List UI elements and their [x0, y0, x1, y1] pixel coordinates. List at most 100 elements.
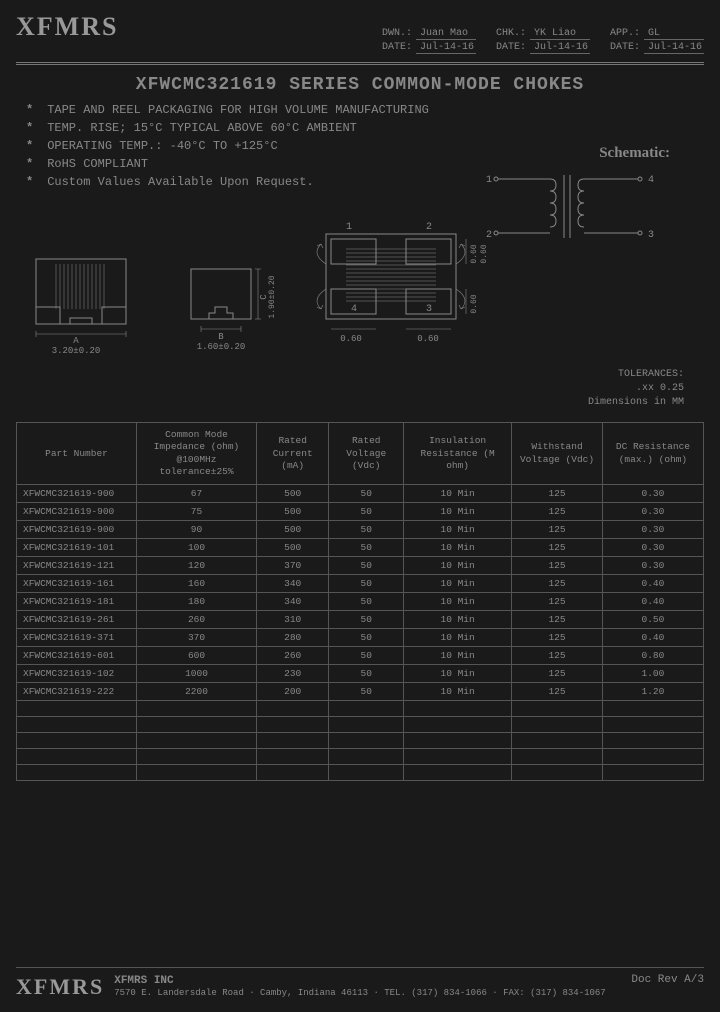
pad-w-1: 0.60: [340, 334, 362, 344]
table-cell: 0.30: [602, 485, 703, 503]
table-cell: 500: [257, 503, 329, 521]
bullet-star: *: [26, 157, 33, 171]
pad-h-1: 0.60: [470, 244, 479, 263]
table-cell: [512, 701, 603, 717]
table-cell: 10 Min: [404, 629, 512, 647]
th-current: Rated Current (mA): [257, 423, 329, 485]
table-cell: 50: [329, 503, 404, 521]
table-cell: [17, 765, 137, 781]
table-cell: [404, 717, 512, 733]
footer-addr: 7570 E. Landersdale Road · Camby, Indian…: [114, 988, 605, 1000]
table-row: XFWCMC321619-1211203705010 Min1250.30: [17, 557, 704, 575]
schematic-label: Schematic:: [599, 145, 670, 162]
table-cell: 370: [137, 629, 257, 647]
table-cell: 10 Min: [404, 575, 512, 593]
table-row: XFWCMC321619-6016002605010 Min1250.80: [17, 647, 704, 665]
date-label-2: DATE:: [496, 42, 526, 54]
table-cell: 340: [257, 593, 329, 611]
table-cell: 0.30: [602, 503, 703, 521]
header-fields: DWN.:Juan Mao DATE:Jul-14-16 CHK.:YK Lia…: [382, 28, 704, 56]
table-cell: [137, 765, 257, 781]
table-cell: [17, 701, 137, 717]
table-cell: [137, 749, 257, 765]
table-row-empty: [17, 765, 704, 781]
table-row: XFWCMC321619-10210002305010 Min1251.00: [17, 665, 704, 683]
bullet-star: *: [26, 139, 33, 153]
doc-rev: Doc Rev A/3: [631, 974, 704, 986]
table-cell: 10 Min: [404, 485, 512, 503]
pad-w-2: 0.60: [417, 334, 439, 344]
table-cell: 120: [137, 557, 257, 575]
th-dcr: DC Resistance (max.) (ohm): [602, 423, 703, 485]
table-cell: 125: [512, 539, 603, 557]
dwn-label: DWN.:: [382, 28, 412, 40]
header-row: XFMRS DWN.:Juan Mao DATE:Jul-14-16 CHK.:…: [16, 12, 704, 56]
bullet-text: RoHS COMPLIANT: [47, 157, 148, 171]
table-cell: 340: [257, 575, 329, 593]
table-cell: 0.40: [602, 593, 703, 611]
table-cell: 500: [257, 539, 329, 557]
app-label: APP.:: [610, 28, 640, 40]
table-cell: [329, 717, 404, 733]
table-cell: [257, 701, 329, 717]
table-cell: [512, 765, 603, 781]
table-row: XFWCMC321619-900905005010 Min1250.30: [17, 521, 704, 539]
table-cell: [137, 717, 257, 733]
table-row: XFWCMC321619-22222002005010 Min1251.20: [17, 683, 704, 701]
table-cell: [404, 701, 512, 717]
footer-logo: XFMRS: [16, 974, 104, 1000]
table-cell: 10 Min: [404, 557, 512, 575]
doc-title: XFWCMC321619 SERIES COMMON-MODE CHOKES: [16, 75, 704, 95]
bullet-text: Custom Values Available Upon Request.: [47, 175, 313, 189]
pin-1: 1: [486, 175, 492, 186]
table-cell: 10 Min: [404, 503, 512, 521]
table-cell: [329, 765, 404, 781]
table-cell: 50: [329, 593, 404, 611]
table-cell: 260: [257, 647, 329, 665]
th-impedance: Common Mode Impedance (ohm) @100MHz tole…: [137, 423, 257, 485]
table-cell: XFWCMC321619-161: [17, 575, 137, 593]
table-cell: 125: [512, 557, 603, 575]
app-val: GL: [644, 28, 704, 40]
footer: XFMRS XFMRS INC 7570 E. Landersdale Road…: [16, 967, 704, 1000]
table-cell: [602, 749, 703, 765]
dim-b-val: 1.60±0.20: [197, 342, 246, 352]
table-cell: 0.30: [602, 521, 703, 539]
table-cell: XFWCMC321619-900: [17, 485, 137, 503]
table-cell: XFWCMC321619-261: [17, 611, 137, 629]
table-cell: 0.40: [602, 575, 703, 593]
table-cell: 125: [512, 485, 603, 503]
table-cell: 1.20: [602, 683, 703, 701]
table-cell: [257, 765, 329, 781]
schematic-diagram: 1 2 4 3: [480, 170, 680, 260]
table-cell: [17, 717, 137, 733]
date-val-1: Jul-14-16: [416, 42, 476, 54]
table-cell: [512, 733, 603, 749]
table-cell: [257, 717, 329, 733]
table-cell: XFWCMC321619-101: [17, 539, 137, 557]
table-cell: [329, 701, 404, 717]
spec-table: Part Number Common Mode Impedance (ohm) …: [16, 422, 704, 781]
table-cell: [602, 717, 703, 733]
table-cell: [137, 733, 257, 749]
tol-line2: Dimensions in MM: [16, 396, 684, 410]
table-cell: 125: [512, 665, 603, 683]
table-cell: XFWCMC321619-121: [17, 557, 137, 575]
dim-a-val: 3.20±0.20: [52, 346, 101, 356]
table-cell: [137, 701, 257, 717]
pad-h-2: 0.60: [470, 294, 479, 313]
table-cell: [512, 717, 603, 733]
table-cell: 75: [137, 503, 257, 521]
table-cell: 50: [329, 629, 404, 647]
table-row: XFWCMC321619-900755005010 Min1250.30: [17, 503, 704, 521]
table-cell: [404, 733, 512, 749]
table-cell: 280: [257, 629, 329, 647]
table-cell: 125: [512, 593, 603, 611]
table-row: XFWCMC321619-3713702805010 Min1250.40: [17, 629, 704, 647]
th-insulation: Insulation Resistance (M ohm): [404, 423, 512, 485]
table-cell: [329, 749, 404, 765]
table-cell: XFWCMC321619-371: [17, 629, 137, 647]
table-cell: 10 Min: [404, 647, 512, 665]
table-cell: 125: [512, 683, 603, 701]
table-cell: [17, 733, 137, 749]
